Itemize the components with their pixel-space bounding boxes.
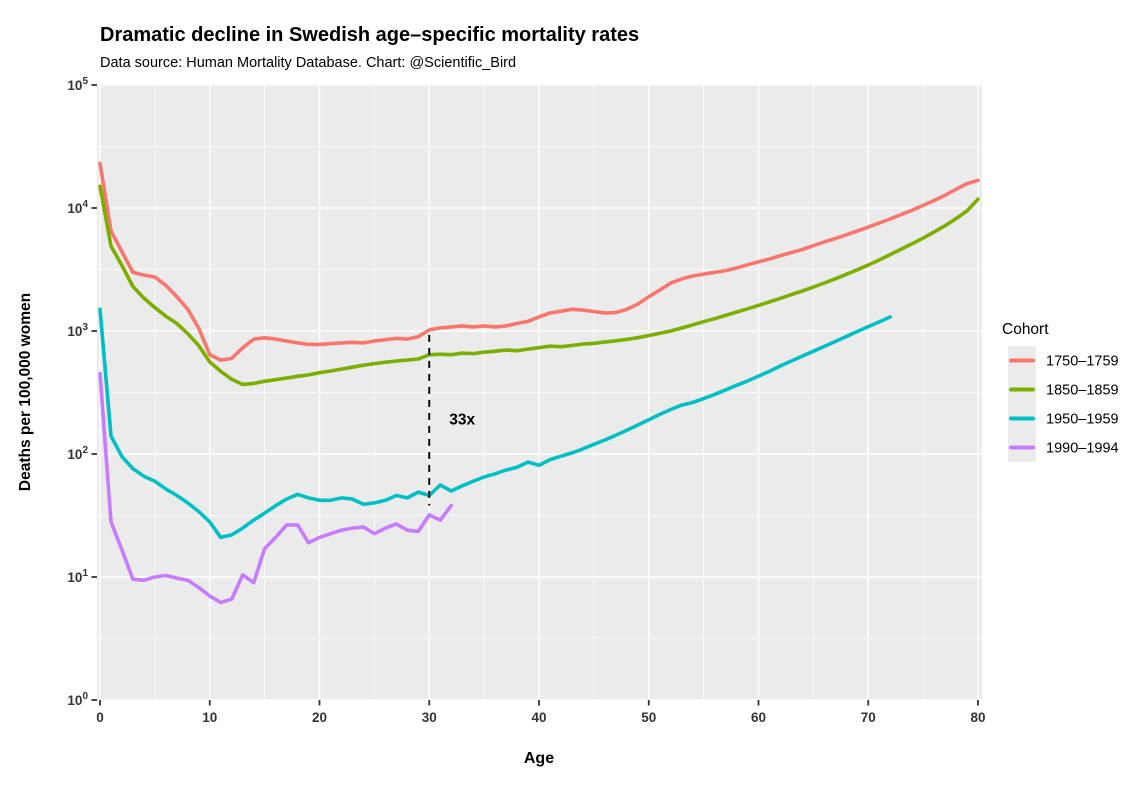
- series-lines: [98, 161, 980, 605]
- legend-keys: 1750–1759 1850–1859 1950–1959 1990–1994: [1008, 346, 1119, 462]
- y-tick-label: 100: [67, 691, 88, 708]
- x-tick-label: 0: [96, 710, 104, 725]
- x-tick-label: 50: [641, 710, 656, 725]
- x-axis-title: Age: [524, 750, 554, 767]
- axis-tick-marks: [91, 84, 979, 706]
- legend-title: Cohort: [1002, 321, 1049, 338]
- x-tick-label: 40: [531, 710, 546, 725]
- x-tick-label: 30: [422, 710, 437, 725]
- x-tick-label: 60: [751, 710, 766, 725]
- y-axis-tick-labels: 100 101 102 103 104 105: [67, 76, 88, 708]
- y-tick-label: 105: [67, 76, 88, 93]
- series-line-1950-1959: [98, 307, 892, 540]
- chart-title: Dramatic decline in Swedish age–specific…: [100, 24, 639, 46]
- chart-subtitle: Data source: Human Mortality Database. C…: [100, 55, 516, 71]
- y-tick-label: 103: [67, 322, 88, 339]
- legend-label: 1850–1859: [1046, 383, 1119, 399]
- series-line-1850-1859: [98, 184, 980, 387]
- y-axis-title: Deaths per 100,000 women: [17, 293, 34, 491]
- legend-label: 1990–1994: [1046, 441, 1119, 457]
- x-axis-tick-labels: 0 10 20 30 40 50 60 70 80: [96, 710, 985, 725]
- legend-label: 1750–1759: [1046, 354, 1119, 370]
- x-tick-label: 80: [970, 710, 985, 725]
- annotation-label: 33x: [449, 412, 475, 429]
- legend-key-background: [1008, 346, 1036, 462]
- series-line-1990-1994: [98, 371, 453, 605]
- y-tick-label: 101: [67, 568, 88, 585]
- x-tick-label: 70: [861, 710, 876, 725]
- x-tick-label: 20: [312, 710, 327, 725]
- y-tick-label: 102: [67, 445, 88, 462]
- legend-label: 1950–1959: [1046, 412, 1119, 428]
- y-tick-label: 104: [67, 199, 88, 216]
- x-tick-label: 10: [202, 710, 217, 725]
- annotation-33x: 33x: [428, 334, 475, 506]
- series-line-1750-1759: [98, 161, 980, 362]
